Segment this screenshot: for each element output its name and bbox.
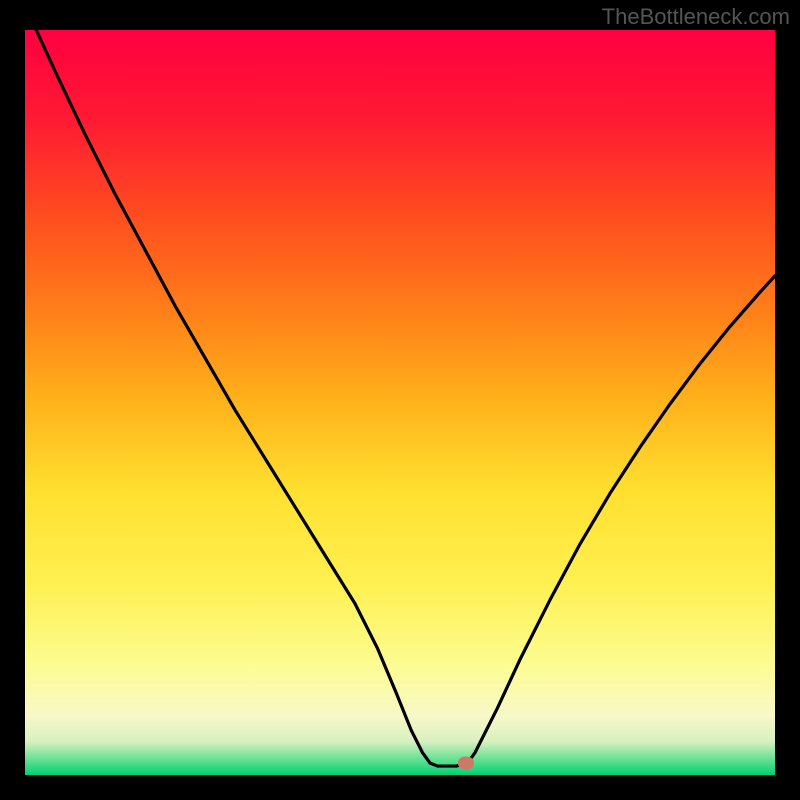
plot-area: [25, 30, 775, 775]
watermark-text: TheBottleneck.com: [602, 4, 790, 30]
bottleneck-curve: [25, 30, 775, 775]
optimal-point-marker: [458, 757, 474, 770]
